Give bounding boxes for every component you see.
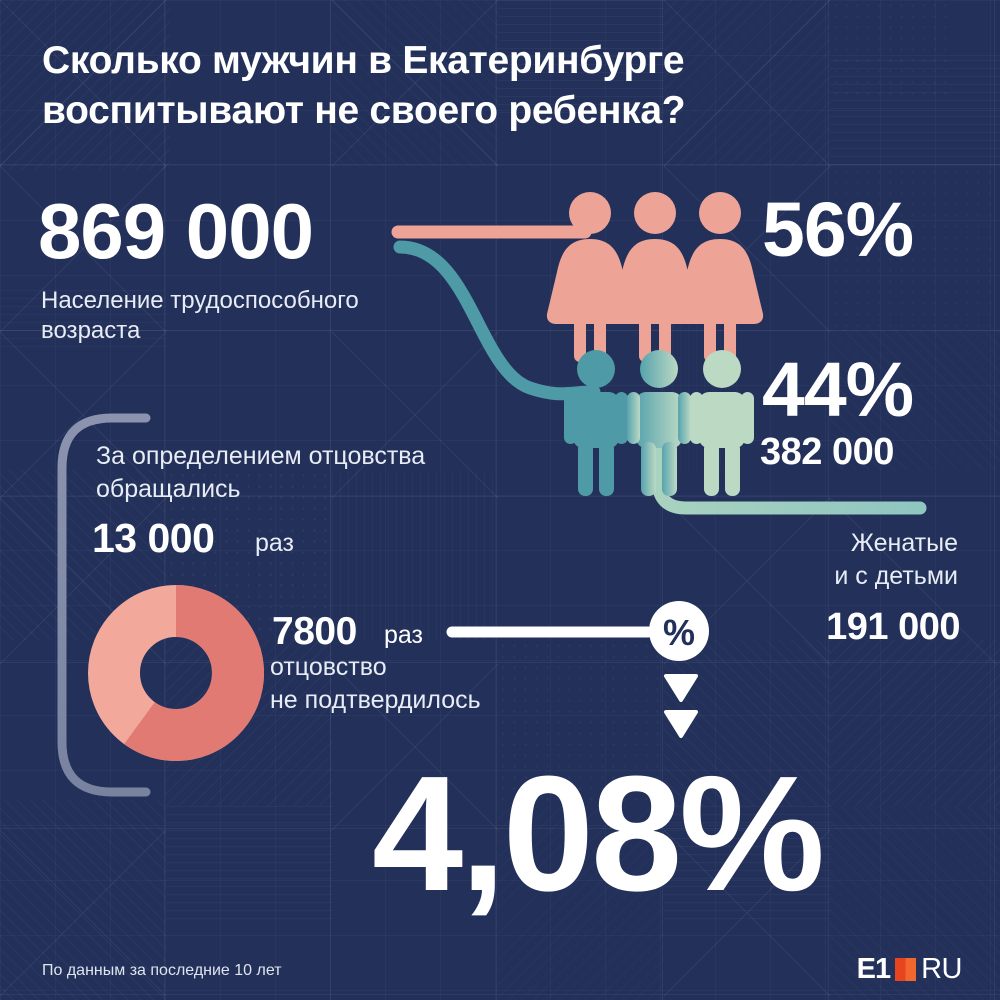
arrow-down-icon (664, 710, 698, 738)
not-confirmed-unit: раз (384, 621, 423, 649)
married-label: Женатые и с детьми (834, 527, 958, 592)
bg-lines-tile (166, 806, 332, 926)
bg-hatch-tile (664, 0, 830, 166)
logo-primary-text: E1 (856, 953, 891, 985)
not-confirmed-caption-line2: не подтвердилось (270, 686, 481, 714)
bg-hatch-tile (498, 806, 664, 1000)
bg-lines-tile (664, 806, 830, 926)
married-label-line1: Женатые (850, 529, 958, 557)
male-figure-icon (564, 350, 628, 496)
men-count: 382 000 (760, 431, 894, 473)
bg-hatch-tile (830, 330, 1000, 470)
bracket-frame (57, 413, 151, 797)
percent-badge-circle (649, 601, 709, 661)
donut-slice-not-confirmed (88, 585, 264, 761)
result-value: 4,08% (372, 742, 825, 925)
bg-hatch-tile (664, 640, 830, 806)
male-figure-icon (627, 350, 691, 496)
paternity-value: 13 000 (92, 515, 215, 561)
married-label-line2: и с детьми (834, 561, 958, 590)
women-percent: 56% (762, 187, 914, 273)
bg-hatch-tile (0, 800, 166, 1000)
bg-dots-tile (830, 166, 996, 332)
not-confirmed-caption-line1: отцовство (270, 653, 387, 681)
men-percent: 44% (762, 347, 914, 433)
e1-ru-logo[interactable]: E1 RU (856, 953, 963, 986)
bg-dots-tile (830, 0, 950, 100)
female-figure-icon (676, 192, 764, 362)
footer-note: По данным за последние 10 лет (42, 962, 282, 979)
population-value: 869 000 (38, 187, 314, 275)
page-title: Сколько мужчин в Екатеринбурге воспитыва… (42, 39, 686, 132)
not-confirmed-caption: отцовство не подтвердилось (270, 651, 570, 717)
not-confirmed-value: 7800 (272, 610, 357, 653)
logo-secondary-text: RU (921, 953, 962, 985)
bg-hatch-tile (0, 0, 170, 170)
bg-lines-tile (332, 470, 498, 640)
arrow-down-icon (664, 674, 698, 702)
bg-hatch-tile (830, 640, 1000, 806)
population-caption: Население трудоспособного возраста (41, 287, 359, 344)
connector-sage-married (651, 393, 927, 515)
female-figure-icon (546, 192, 634, 362)
logo-square-icon (895, 958, 917, 981)
paternity-unit: раз (255, 529, 294, 557)
bg-lines-tile (0, 290, 166, 350)
paternity-label: За определением отцовства обращались (96, 442, 426, 504)
bg-lines-tile (498, 0, 664, 120)
bg-hatch-tile (332, 0, 498, 166)
male-figure-icon (690, 350, 754, 496)
bg-lines-tile (830, 60, 1000, 170)
female-figure-icon (611, 192, 699, 362)
bg-dots-tile (498, 640, 664, 806)
married-count: 191 000 (826, 606, 960, 648)
percent-badge-label: % (663, 612, 695, 653)
